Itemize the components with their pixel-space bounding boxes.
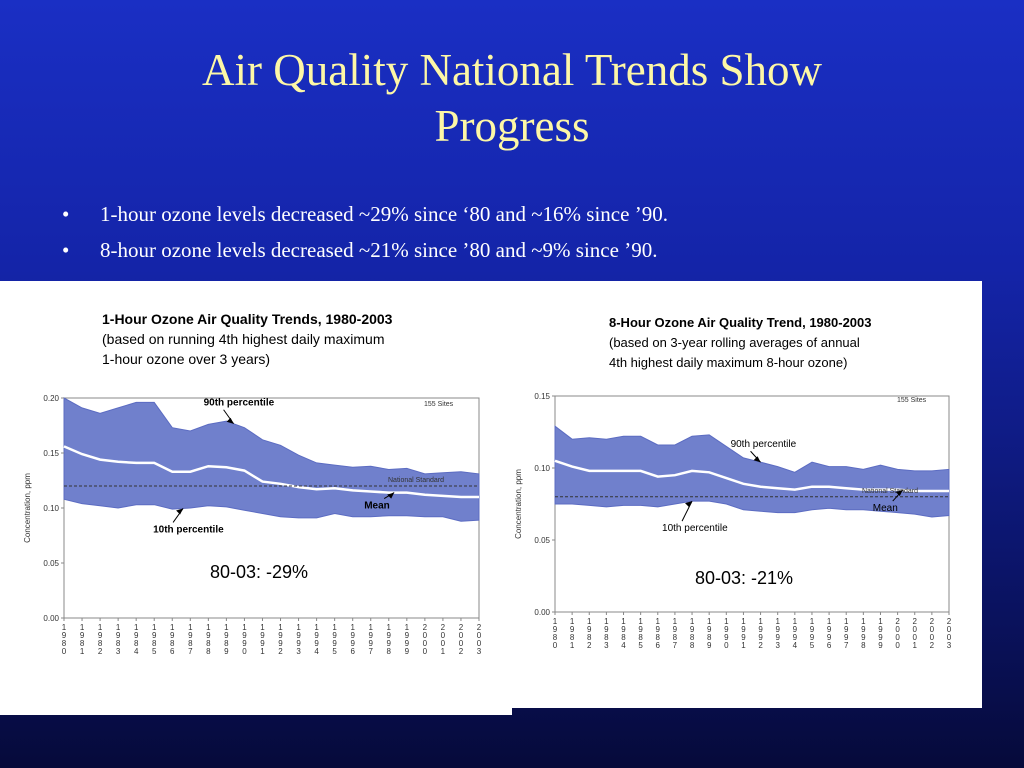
p90-label: 90th percentile <box>204 398 275 409</box>
y-axis-label: Concentration, ppm <box>23 473 32 543</box>
bullet-item: 8-hour ozone levels decreased ~21% since… <box>62 232 668 268</box>
p90-label: 90th percentile <box>731 439 797 450</box>
percentile-band <box>554 425 950 518</box>
chart-panel-1hour: 1-Hour Ozone Air Quality Trends, 1980-20… <box>0 281 512 715</box>
chart-title-line: 1-Hour Ozone Air Quality Trends, 1980-20… <box>102 311 393 327</box>
y-tick-label: 0.10 <box>43 504 59 513</box>
p90-arrowhead <box>226 417 234 424</box>
slide-title-line-1: Air Quality National Trends Show <box>201 45 822 95</box>
y-tick-label: 0.10 <box>534 464 550 473</box>
y-tick-label: 0.05 <box>43 559 59 568</box>
slide-title: Air Quality National Trends Show Progres… <box>0 42 1024 154</box>
p10-label: 10th percentile <box>662 523 728 534</box>
chart-title-line: (based on running 4th highest daily maxi… <box>102 331 385 347</box>
p90-arrowhead <box>753 456 761 463</box>
national-standard-label: National Standard <box>388 477 444 484</box>
mean-label: Mean <box>364 501 390 512</box>
change-annotation: 80-03: -29% <box>210 562 308 582</box>
mean-arrowhead <box>895 490 903 497</box>
chart-title-line: 4th highest daily maximum 8-hour ozone) <box>609 355 847 370</box>
p10-arrowhead <box>176 508 184 515</box>
y-tick-label: 0.15 <box>43 449 59 458</box>
p10-label: 10th percentile <box>153 524 224 535</box>
mean-label: Mean <box>873 503 898 514</box>
y-axis-label: Concentration, ppm <box>514 469 523 539</box>
p10-arrowhead <box>685 501 693 508</box>
mean-arrowhead <box>387 492 395 499</box>
p10-arrow <box>681 500 693 522</box>
bullet-list: 1-hour ozone levels decreased ~29% since… <box>62 196 668 268</box>
chart-panel-8hour: 8-Hour Ozone Air Quality Trend, 1980-200… <box>512 281 982 708</box>
chart-title-line: (based on 3-year rolling averages of ann… <box>609 335 860 350</box>
slide-title-line-2: Progress <box>434 101 590 151</box>
chart-title-line: 1-hour ozone over 3 years) <box>102 351 270 367</box>
mean-line <box>554 459 949 493</box>
bullet-item: 1-hour ozone levels decreased ~29% since… <box>62 196 668 232</box>
y-tick-label: 0.00 <box>43 614 59 623</box>
percentile-band <box>63 397 480 522</box>
chart-1hour-ozone: 1-Hour Ozone Air Quality Trends, 1980-20… <box>23 311 482 656</box>
mean-line <box>63 445 479 499</box>
chart-8hour-ozone: 8-Hour Ozone Air Quality Trend, 1980-200… <box>514 315 952 650</box>
change-annotation: 80-03: -21% <box>695 568 793 588</box>
y-tick-label: 0.20 <box>43 394 59 403</box>
national-standard-label: National Standard <box>862 488 918 495</box>
chart-title-line: 8-Hour Ozone Air Quality Trend, 1980-200… <box>609 315 872 330</box>
y-tick-label: 0.15 <box>534 392 550 401</box>
y-tick-label: 0.05 <box>534 536 550 545</box>
sites-label: 155 Sites <box>897 397 927 404</box>
sites-label: 155 Sites <box>424 401 454 408</box>
y-tick-label: 0.00 <box>534 608 550 617</box>
